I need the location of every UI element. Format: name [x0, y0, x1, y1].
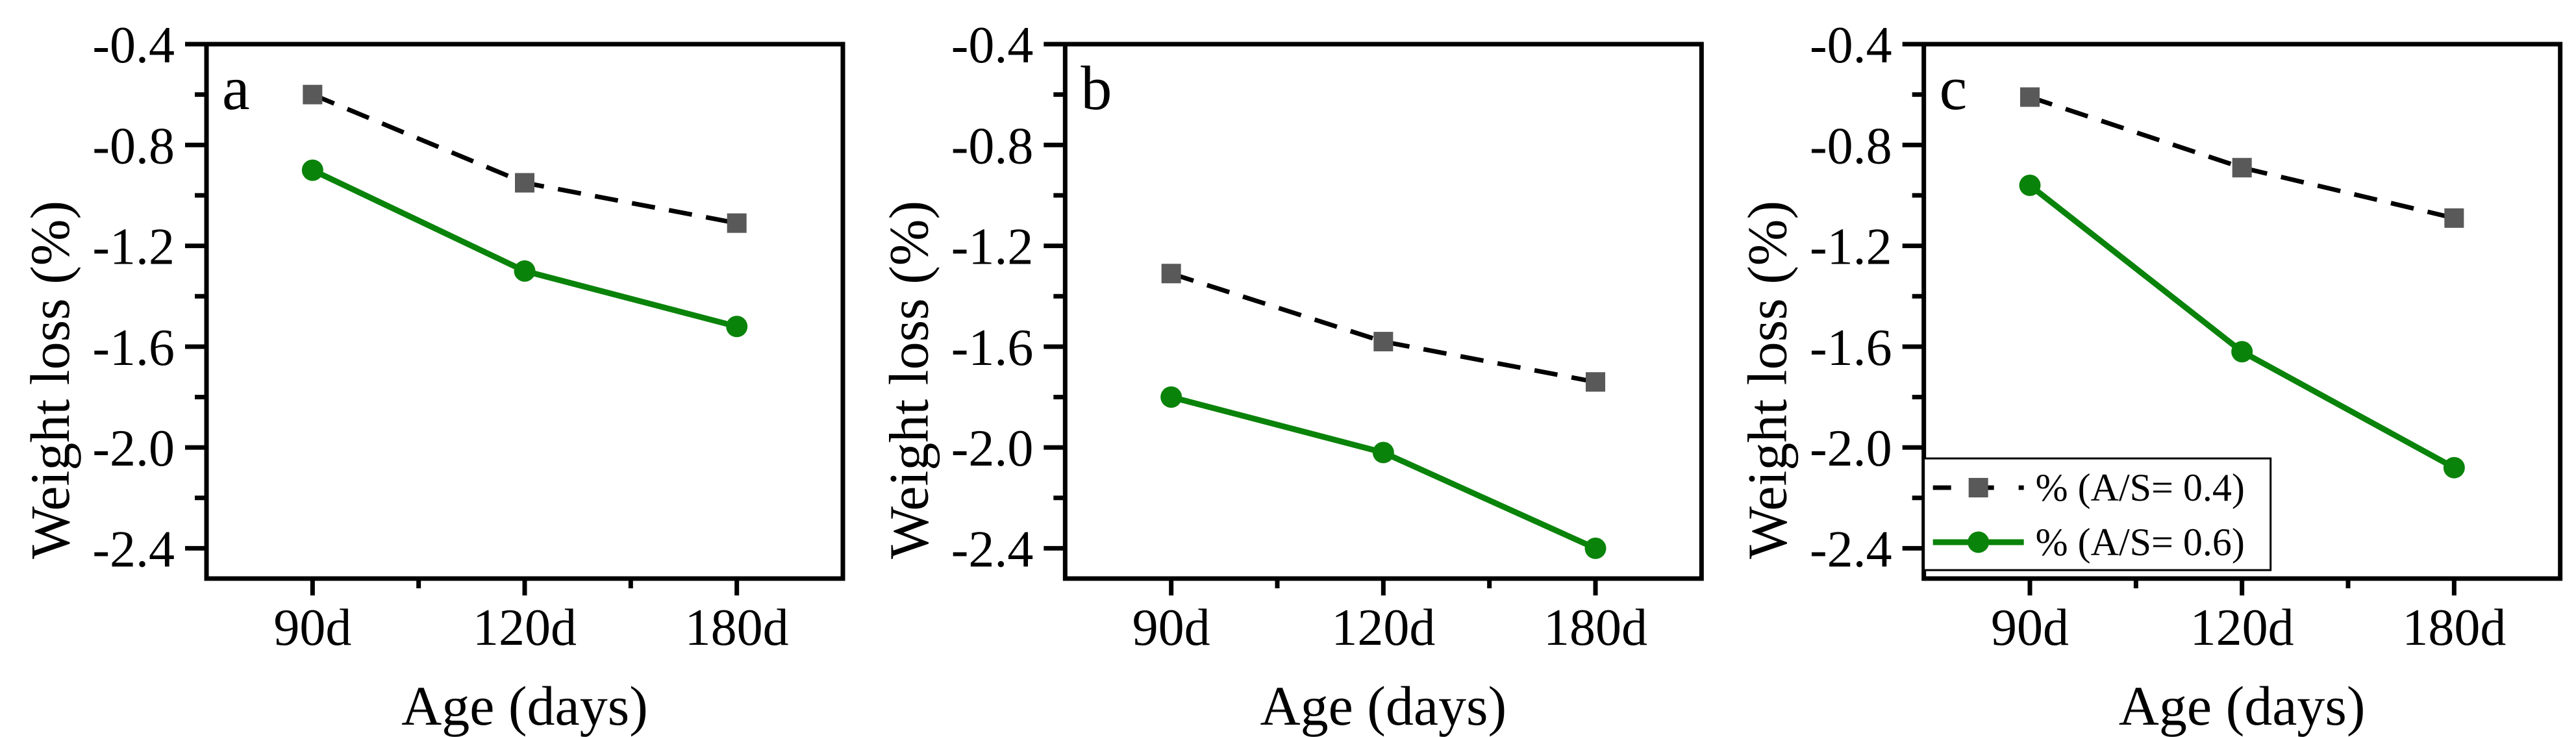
- square-marker: [303, 84, 323, 105]
- square-marker: [1161, 264, 1181, 284]
- y-tick-label: -0.8: [951, 118, 1034, 175]
- y-tick-label: -2.4: [92, 521, 175, 578]
- series-line-square: [1170, 271, 1596, 384]
- y-tick-label: -1.6: [1810, 319, 1892, 377]
- plot-frame: [204, 42, 845, 581]
- x-axis-title: Age (days): [1260, 675, 1507, 737]
- y-tick-label: -1.2: [951, 219, 1034, 276]
- legend-circle-marker: [1968, 531, 1990, 553]
- y-tick-label: -2.4: [951, 521, 1034, 578]
- x-tick-label: 90d: [1991, 599, 2069, 656]
- x-tick-label: 120d: [1331, 599, 1435, 656]
- y-tick-label: -2.0: [92, 420, 175, 477]
- circle-marker: [2443, 456, 2465, 479]
- panel-a: -0.4 -0.8 -1.2 -1.6 -2.0 -2.4 90d 120d 180d Age (…: [19, 17, 845, 737]
- circle-marker: [2231, 341, 2253, 363]
- panel-letter: a: [222, 53, 250, 123]
- plot-frame: [1062, 42, 1704, 581]
- circle-marker: [1372, 442, 1394, 464]
- series-line-square: [2029, 95, 2455, 221]
- y-axis-title: Weight loss (%): [1736, 201, 1799, 559]
- x-tick-label: 90d: [1132, 599, 1210, 656]
- series-line-circle: [311, 168, 738, 330]
- circle-marker: [1160, 386, 1182, 408]
- legend-label: % (A/S= 0.6): [2036, 521, 2245, 564]
- legend-label: % (A/S= 0.4): [2036, 466, 2245, 509]
- panel-b: -0.4 -0.8 -1.2 -1.6 -2.0 -2.4 90d 120d 180d Age (…: [877, 17, 1704, 737]
- series-line-circle: [1170, 394, 1597, 551]
- x-tick-label: 90d: [273, 599, 351, 656]
- y-tick-label: -1.6: [92, 319, 175, 377]
- square-marker: [1585, 372, 1605, 392]
- series-line-square: [311, 92, 738, 226]
- circle-marker: [2019, 174, 2041, 196]
- y-tick-label: -2.0: [1810, 420, 1892, 477]
- y-tick-label: -0.8: [1810, 118, 1892, 175]
- y-tick-label: -1.2: [92, 219, 175, 276]
- y-tick-label: -0.4: [92, 17, 175, 74]
- circle-marker: [726, 316, 748, 338]
- panel-letter: b: [1081, 53, 1112, 123]
- circle-marker: [514, 260, 536, 282]
- circle-marker: [301, 159, 323, 181]
- square-marker: [727, 213, 747, 233]
- y-axis-title: Weight loss (%): [877, 201, 940, 559]
- square-marker: [2444, 208, 2464, 228]
- x-tick-label: 120d: [2190, 599, 2294, 656]
- x-axis-title: Age (days): [2119, 675, 2366, 737]
- panel-c: -0.4 -0.8 -1.2 -1.6 -2.0 -2.4 90d 120d 180d Age (…: [1736, 17, 2563, 737]
- legend: % (A/S= 0.4) % (A/S= 0.6): [1923, 457, 2272, 571]
- y-tick-label: -0.4: [1810, 17, 1892, 74]
- x-tick-label: 180d: [1544, 599, 1647, 656]
- panel-letter: c: [1940, 53, 1968, 123]
- y-tick-label: -2.4: [1810, 521, 1892, 578]
- circle-marker: [1584, 537, 1607, 559]
- square-marker: [2232, 158, 2252, 178]
- x-tick-label: 180d: [685, 599, 789, 656]
- y-tick-label: -0.8: [92, 118, 175, 175]
- series-line-circle: [2028, 182, 2456, 471]
- y-axis-title: Weight loss (%): [19, 201, 81, 559]
- square-marker: [2020, 87, 2040, 107]
- y-tick-label: -1.6: [951, 319, 1034, 377]
- y-tick-label: -2.0: [951, 420, 1034, 477]
- square-marker: [515, 173, 534, 193]
- x-tick-label: 120d: [473, 599, 577, 656]
- y-tick-label: -1.2: [1810, 219, 1892, 276]
- x-axis-title: Age (days): [401, 675, 648, 737]
- square-marker: [1373, 332, 1394, 352]
- y-tick-label: -0.4: [951, 17, 1034, 74]
- legend-square-marker: [1968, 478, 1988, 497]
- x-tick-label: 180d: [2402, 599, 2506, 656]
